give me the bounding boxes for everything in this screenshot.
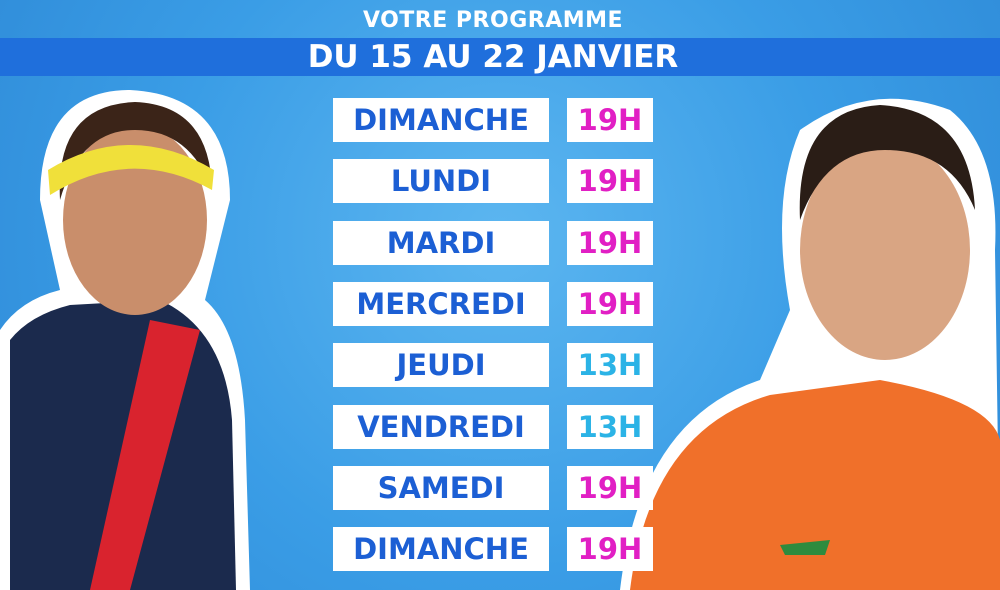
- time-label: 19H: [567, 527, 653, 572]
- time-label: 19H: [567, 220, 653, 265]
- day-label: SAMEDI: [333, 465, 549, 510]
- kicker: VOTRE PROGRAMME: [362, 8, 624, 33]
- player-left: [0, 90, 250, 590]
- day-label: VENDREDI: [333, 404, 549, 449]
- time-label: 19H: [567, 98, 653, 142]
- title-band: [0, 38, 1000, 76]
- day-label: MERCREDI: [333, 281, 549, 326]
- time-label: 19H: [567, 281, 653, 326]
- time-label: 19H: [567, 465, 653, 510]
- time-label: 13H: [567, 404, 653, 449]
- day-label: DIMANCHE: [333, 98, 549, 142]
- day-label: MARDI: [333, 220, 549, 265]
- time-label: 13H: [567, 343, 653, 388]
- day-label: JEUDI: [333, 343, 549, 388]
- day-label: DIMANCHE: [333, 527, 549, 572]
- time-label: 19H: [567, 159, 653, 204]
- title: DU 15 AU 22 JANVIER: [307, 39, 679, 75]
- player-right: [620, 98, 1000, 590]
- day-label: LUNDI: [333, 159, 549, 204]
